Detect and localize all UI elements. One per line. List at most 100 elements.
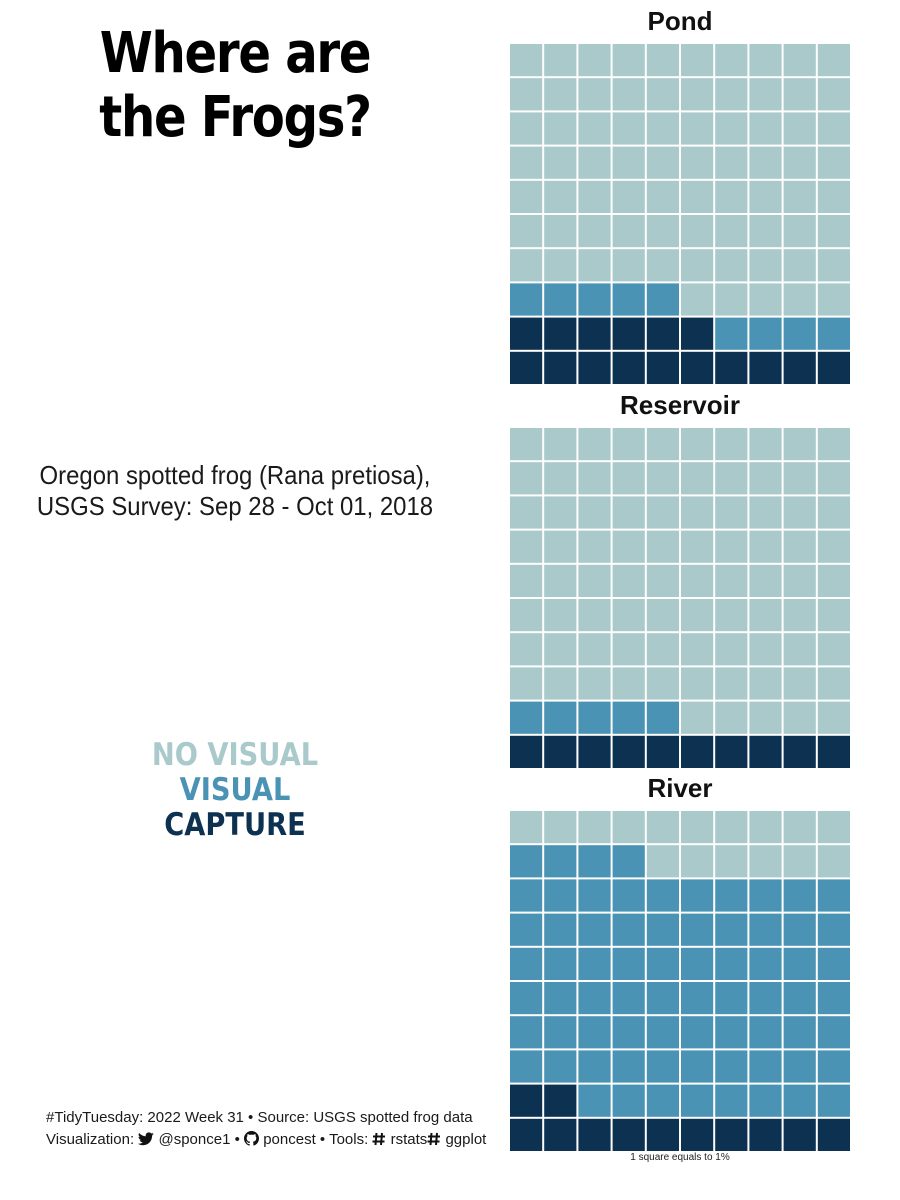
- waffle-square-no-visual: [681, 811, 714, 844]
- waffle-square-visual: [612, 913, 645, 946]
- waffle-square-no-visual: [578, 180, 611, 213]
- waffle-square-capture: [646, 1118, 679, 1151]
- waffle-square-visual: [578, 1050, 611, 1083]
- waffle-square-capture: [715, 351, 748, 384]
- subtitle-line-2: USGS Survey: Sep 28 - Oct 01, 2018: [36, 491, 434, 521]
- waffle-square-visual: [749, 879, 782, 912]
- waffle-square-no-visual: [510, 78, 543, 111]
- waffle-square-visual: [715, 317, 748, 350]
- waffle-square-visual: [817, 1050, 850, 1083]
- waffle-square-no-visual: [783, 283, 816, 316]
- waffle-square-no-visual: [510, 462, 543, 495]
- waffle-square-visual: [749, 1050, 782, 1083]
- waffle-square-no-visual: [681, 428, 714, 461]
- twitter-icon: [138, 1132, 155, 1146]
- hashtag-icon: [372, 1132, 386, 1146]
- waffle-square-visual: [578, 1084, 611, 1117]
- caption-line-2: Visualization: @sponce1 • poncest • Tool…: [46, 1129, 486, 1151]
- waffle-square-no-visual: [510, 215, 543, 248]
- waffle-square-no-visual: [612, 496, 645, 529]
- waffle-square-visual: [715, 1016, 748, 1049]
- waffle-square-no-visual: [646, 78, 679, 111]
- waffle-square-no-visual: [578, 530, 611, 563]
- caption-separator: •: [234, 1131, 240, 1148]
- waffle-square-no-visual: [612, 599, 645, 632]
- waffle-square-no-visual: [646, 428, 679, 461]
- waffle-square-visual: [612, 982, 645, 1015]
- waffle-square-no-visual: [749, 44, 782, 77]
- waffle-square-no-visual: [817, 249, 850, 282]
- waffle-square-no-visual: [578, 112, 611, 145]
- waffle-square-no-visual: [715, 667, 748, 700]
- waffle-square-no-visual: [510, 633, 543, 666]
- waffle-square-no-visual: [715, 146, 748, 179]
- waffle-river: [510, 811, 850, 1151]
- waffle-square-no-visual: [749, 811, 782, 844]
- waffle-square-no-visual: [510, 530, 543, 563]
- waffle-square-visual: [612, 1050, 645, 1083]
- waffle-square-visual: [817, 879, 850, 912]
- waffle-square-no-visual: [612, 249, 645, 282]
- waffle-square-no-visual: [578, 249, 611, 282]
- waffle-square-no-visual: [817, 462, 850, 495]
- waffle-square-capture: [544, 1084, 577, 1117]
- waffle-square-no-visual: [578, 667, 611, 700]
- waffle-square-capture: [544, 735, 577, 768]
- waffle-square-no-visual: [783, 44, 816, 77]
- waffle-square-no-visual: [646, 667, 679, 700]
- waffle-square-no-visual: [681, 701, 714, 734]
- waffle-square-capture: [544, 317, 577, 350]
- waffle-square-no-visual: [510, 249, 543, 282]
- waffle-square-no-visual: [578, 44, 611, 77]
- waffle-square-no-visual: [681, 564, 714, 597]
- waffle-square-no-visual: [749, 249, 782, 282]
- waffle-square-no-visual: [646, 845, 679, 878]
- scale-note: 1 square equals to 1%: [630, 1152, 730, 1163]
- waffle-square-no-visual: [646, 112, 679, 145]
- waffle-square-no-visual: [749, 701, 782, 734]
- waffle-square-visual: [544, 1016, 577, 1049]
- waffle-square-capture: [646, 351, 679, 384]
- waffle-square-no-visual: [783, 146, 816, 179]
- waffle-square-visual: [817, 1084, 850, 1117]
- waffle-square-no-visual: [612, 112, 645, 145]
- legend: NO VISUAL VISUAL CAPTURE: [81, 738, 389, 843]
- waffle-square-no-visual: [681, 845, 714, 878]
- waffle-square-no-visual: [681, 44, 714, 77]
- waffle-square-no-visual: [510, 146, 543, 179]
- waffle-square-no-visual: [544, 564, 577, 597]
- waffle-square-no-visual: [646, 215, 679, 248]
- waffle-square-no-visual: [681, 283, 714, 316]
- waffle-square-visual: [544, 701, 577, 734]
- waffle-square-no-visual: [783, 249, 816, 282]
- waffle-square-no-visual: [783, 845, 816, 878]
- waffle-square-no-visual: [544, 215, 577, 248]
- waffle-square-visual: [578, 283, 611, 316]
- waffle-square-visual: [510, 701, 543, 734]
- waffle-square-no-visual: [715, 78, 748, 111]
- waffle-square-no-visual: [612, 811, 645, 844]
- waffle-square-no-visual: [715, 428, 748, 461]
- waffle-square-no-visual: [646, 633, 679, 666]
- waffle-square-no-visual: [544, 249, 577, 282]
- waffle-square-no-visual: [510, 811, 543, 844]
- waffle-square-no-visual: [612, 428, 645, 461]
- waffle-square-no-visual: [715, 564, 748, 597]
- waffle-square-visual: [578, 845, 611, 878]
- hashtag-icon: [427, 1132, 441, 1146]
- waffle-square-no-visual: [817, 44, 850, 77]
- waffle-square-visual: [681, 1084, 714, 1117]
- waffle-square-visual: [749, 982, 782, 1015]
- waffle-square-capture: [578, 1118, 611, 1151]
- waffle-square-no-visual: [578, 599, 611, 632]
- waffle-square-no-visual: [715, 633, 748, 666]
- waffle-square-visual: [681, 1050, 714, 1083]
- waffle-square-no-visual: [578, 496, 611, 529]
- waffle-square-no-visual: [749, 283, 782, 316]
- tools-label: • Tools:: [319, 1131, 369, 1148]
- waffle-square-no-visual: [544, 633, 577, 666]
- waffle-square-visual: [612, 947, 645, 980]
- waffle-square-no-visual: [817, 564, 850, 597]
- waffle-square-no-visual: [510, 180, 543, 213]
